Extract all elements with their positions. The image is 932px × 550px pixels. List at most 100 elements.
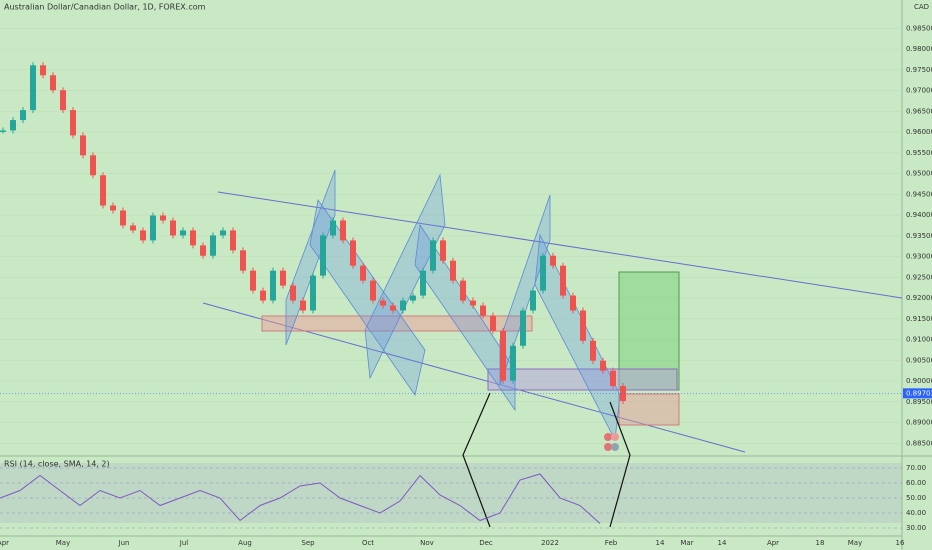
candle-body [360,265,366,281]
time-label: 18 [816,539,825,547]
candle-body [210,235,216,256]
candle-body [330,220,336,236]
candle-body [140,230,146,241]
candle-body [560,265,566,296]
candle-body [400,300,406,311]
candle-body [150,215,156,241]
candle-body [370,280,376,301]
candle-body [190,230,196,246]
candle-body [510,345,516,381]
time-label: Jul [179,539,189,547]
rsi-tick-label: 50.00 [906,494,926,502]
candle-body [460,280,466,301]
candle-body [490,315,496,331]
candle-body [430,240,436,271]
candle-body [280,270,286,286]
candle-body [170,220,176,236]
last-price-box [903,388,932,399]
candle-body [380,300,386,306]
candle-body [40,65,46,76]
candle-body [450,260,456,281]
trend-line [202,302,746,453]
candle-body [30,65,36,111]
trend-line [217,191,903,299]
candle-body [590,340,596,361]
candle-body [470,300,476,306]
time-label: 14 [656,539,665,547]
candle-body [570,295,576,311]
candle-body [390,305,396,311]
grid [0,28,902,529]
time-label: Nov [420,539,434,547]
candle-body [350,240,356,266]
candle-body [310,275,316,311]
arrow [609,401,631,528]
candle-body [70,110,76,136]
candle-body [20,110,26,121]
rsi-band [0,463,902,523]
time-label: Dec [479,539,493,547]
candle-body [420,270,426,296]
candle-body [100,175,106,206]
event-icon[interactable] [604,433,612,441]
rsi-label: RSI (14, close, SMA, 14, 2) [4,460,110,469]
candle-body [260,290,266,301]
channel [414,223,516,412]
zone [487,368,678,391]
rsi-tick-label: 70.00 [906,464,926,472]
candle-body [610,370,616,387]
candle-body [600,360,606,371]
rsi-tick-label: 40.00 [906,509,926,517]
candle-body [110,205,116,211]
candle-body [550,255,556,266]
time-label: Sep [301,539,315,547]
candle-body [520,310,526,346]
candle-body [50,75,56,91]
time-label: 14 [718,539,727,547]
candle-body [540,255,546,291]
candle-body [80,135,86,156]
drawings [202,169,903,528]
candles [0,62,626,404]
time-label: Oct [362,539,374,547]
candle-body [0,130,6,132]
time-label: May [848,539,862,547]
candle-body [220,230,226,236]
candle-body [270,270,276,301]
candle-body [160,215,166,221]
candle-body [180,230,186,236]
candle-body [250,270,256,291]
time-label: 16 [896,539,905,547]
time-label: 2022 [541,539,559,547]
rsi-tick-label: 30.00 [906,524,926,532]
rsi-tick-label: 60.00 [906,479,926,487]
time-label: Feb [605,539,618,547]
time-label: Apr [767,539,779,547]
candle-body [60,90,66,111]
event-icon[interactable] [611,443,619,451]
candle-body [500,330,506,381]
event-icon[interactable] [604,443,612,451]
candle-body [320,235,326,276]
event-icon[interactable] [611,433,619,441]
